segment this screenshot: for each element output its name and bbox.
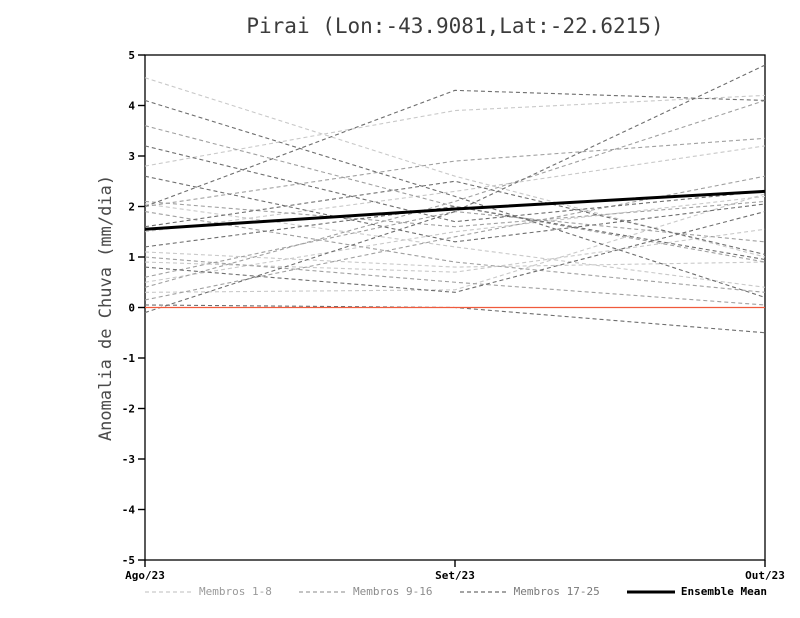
legend-item-members-17-25: Membros 17-25: [459, 585, 600, 598]
chart-title: Pirai (Lon:-43.9081,Lat:-22.6215): [246, 14, 664, 38]
member-line: [144, 125, 766, 263]
y-tick-label: -1: [122, 352, 136, 365]
legend-item-members-9-16: Membros 9-16: [299, 585, 433, 598]
member-line: [144, 180, 766, 256]
member-line: [144, 99, 766, 288]
dashed-line-icon: [459, 590, 508, 593]
y-tick-label: 1: [128, 251, 135, 264]
solid-line-icon: [626, 590, 675, 593]
member-line: [144, 175, 766, 301]
member-line: [144, 228, 766, 273]
member-line: [144, 251, 766, 268]
y-tick-label: -3: [122, 453, 135, 466]
x-tick-label: Ago/23: [125, 569, 165, 582]
legend-label: Membros 9-16: [353, 585, 433, 598]
member-line: [144, 211, 766, 293]
member-line: [144, 94, 766, 167]
member-line: [144, 64, 766, 314]
legend-item-members-1-8: Membros 1-8: [145, 585, 272, 598]
y-tick-label: -4: [122, 504, 136, 517]
member-line: [144, 211, 766, 293]
member-line: [144, 137, 766, 208]
member-line: [144, 145, 766, 223]
chart-legend: Membros 1-8 Membros 9-16 Membros 17-25 E…: [145, 585, 767, 598]
member-line: [144, 193, 766, 293]
member-line: [144, 200, 766, 228]
member-line: [144, 203, 766, 288]
member-line: [144, 145, 766, 233]
y-tick-label: 3: [128, 150, 135, 163]
y-tick-label: 5: [128, 49, 135, 62]
member-line: [144, 89, 766, 208]
legend-label: Ensemble Mean: [680, 585, 767, 598]
member-line: [144, 304, 766, 334]
legend-label: Membros 1-8: [199, 585, 272, 598]
member-line: [144, 210, 766, 278]
legend-item-ensemble-mean: Ensemble Mean: [626, 585, 767, 598]
dashed-line-icon: [145, 590, 193, 593]
x-tick-label: Out/23: [745, 569, 785, 582]
ensemble-mean-line: [144, 189, 766, 231]
y-tick-label: -5: [122, 554, 135, 567]
y-tick-label: 4: [128, 100, 135, 113]
member-line: [144, 77, 766, 258]
y-tick-label: -2: [122, 403, 135, 416]
y-tick-label: 0: [128, 302, 135, 315]
member-line: [144, 175, 766, 243]
legend-label: Membros 17-25: [513, 585, 600, 598]
member-line: [144, 256, 766, 306]
member-line: [144, 99, 766, 298]
x-tick-label: Set/23: [435, 569, 475, 582]
y-tick-label: 2: [128, 201, 135, 214]
dashed-line-icon: [299, 590, 348, 593]
